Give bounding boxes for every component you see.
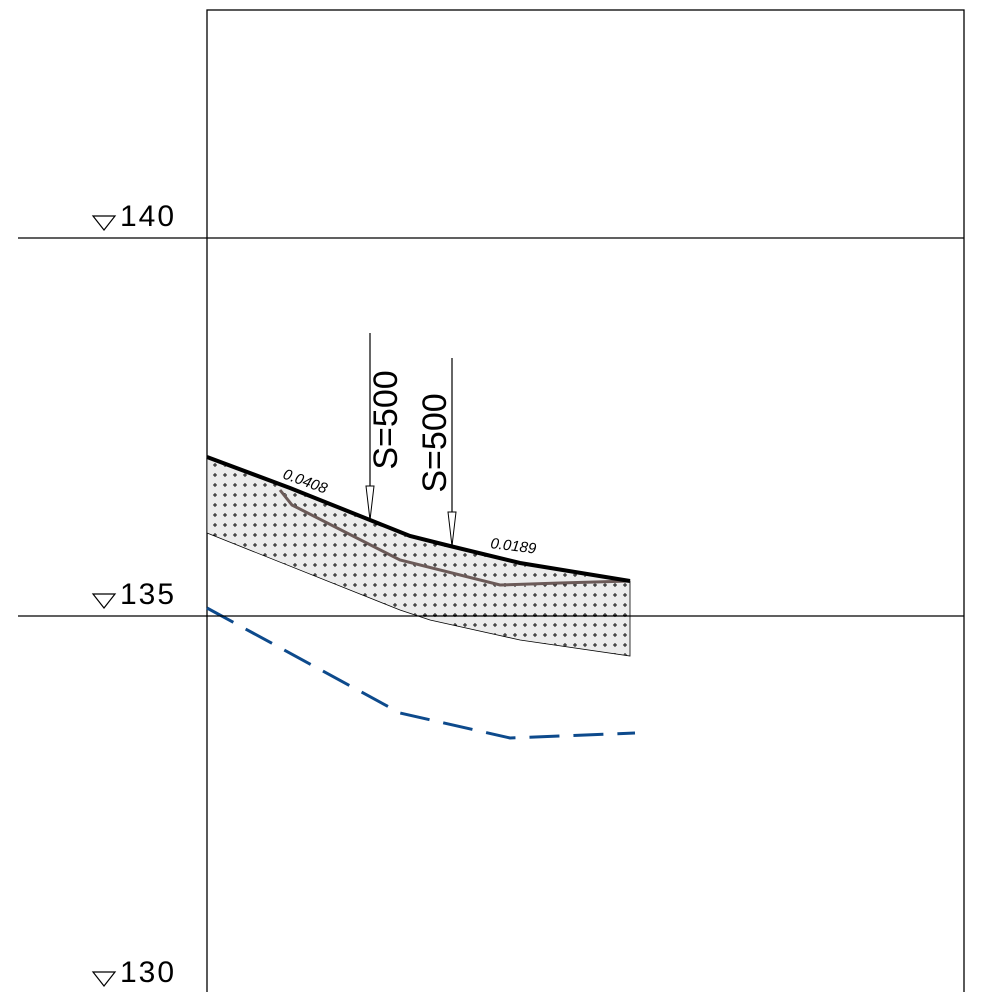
level-label: 140 xyxy=(120,200,176,233)
marker-label: S=500 xyxy=(367,370,405,469)
level-label: 130 xyxy=(120,956,176,989)
marker-arrow xyxy=(365,485,375,521)
level-label: 135 xyxy=(120,578,176,611)
ground-line xyxy=(206,455,631,583)
water-line xyxy=(206,606,636,740)
marker-arrow xyxy=(447,511,457,547)
level-triangle xyxy=(91,593,117,609)
level-triangle xyxy=(91,971,117,987)
level-triangle xyxy=(91,215,117,231)
marker-label: S=500 xyxy=(416,393,454,492)
slope-label: 0.0189 xyxy=(490,535,538,558)
subgrade-line xyxy=(278,489,631,587)
